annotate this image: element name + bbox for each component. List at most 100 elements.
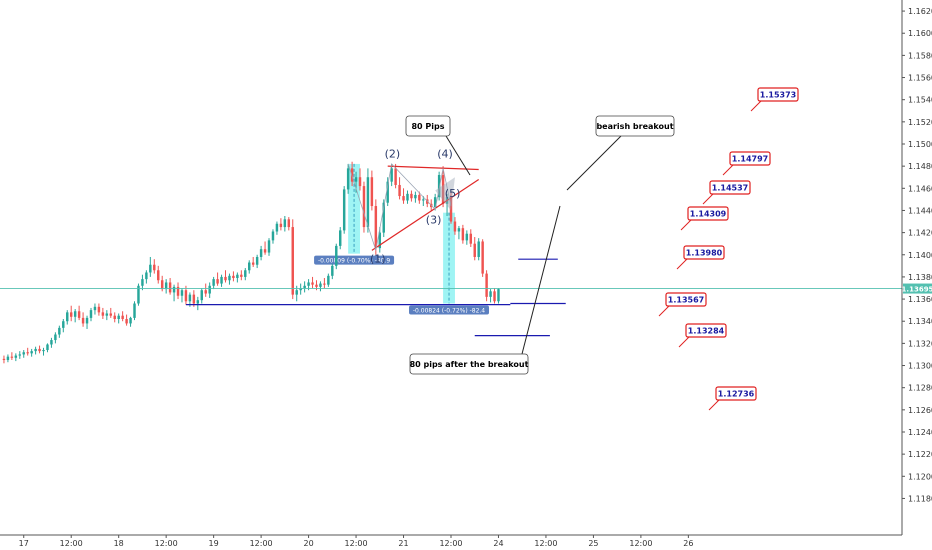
time-tick-label: 12:00 xyxy=(60,539,83,548)
candle xyxy=(46,343,49,353)
price-tick-label: 1.15200 xyxy=(908,118,932,127)
candle xyxy=(374,199,378,255)
candle-body xyxy=(85,317,89,324)
measure-label-1: -0.00809 (-0.70%) -80.9 xyxy=(318,258,390,265)
candle xyxy=(137,283,140,306)
candle-body xyxy=(6,356,10,360)
level-box-text: 1.14309 xyxy=(690,210,727,219)
level-box-1.13980: 1.13980 xyxy=(676,245,725,270)
candle-body xyxy=(271,231,275,241)
level-box-pointer xyxy=(750,100,762,112)
candle-body xyxy=(232,275,235,279)
candle-body xyxy=(339,230,342,246)
level-box-1.14797: 1.14797 xyxy=(722,151,771,176)
candle-body xyxy=(410,193,413,199)
candle xyxy=(93,303,97,315)
time-tick-label: 20 xyxy=(303,539,313,548)
level-box-1.15373: 1.15373 xyxy=(750,87,799,112)
candle-body xyxy=(437,175,441,198)
candle-body xyxy=(89,310,93,318)
callout-80-pips-box xyxy=(405,115,451,137)
level-box-text: 1.13980 xyxy=(686,249,723,258)
price-tick-label: 1.15800 xyxy=(908,51,932,60)
price-tick-label: 1.13600 xyxy=(908,295,932,304)
candle xyxy=(255,254,259,269)
callout-80-pips-after-box xyxy=(409,353,529,375)
time-tick-label: 12:00 xyxy=(629,539,652,548)
time-axis[interactable]: 17 12:00 18 12:00 19 12:00 20 12:00 21 12:00 24 12:… xyxy=(0,534,902,548)
candle-body xyxy=(34,348,37,352)
candle-body xyxy=(251,262,255,265)
candle xyxy=(58,325,61,338)
candle xyxy=(66,310,69,325)
candle-body xyxy=(46,344,49,351)
candle-body xyxy=(259,249,263,257)
drawn-lines xyxy=(0,163,902,337)
level-box-1.14309: 1.14309 xyxy=(680,206,729,231)
candle xyxy=(38,345,41,354)
candle xyxy=(204,283,207,297)
measure-label-2: -0.00824 (-0.72%) -82.4 xyxy=(413,307,485,314)
candle xyxy=(473,237,476,261)
candle xyxy=(287,217,291,231)
candle-body xyxy=(331,265,334,276)
candle-body xyxy=(370,177,374,207)
candle-body xyxy=(157,270,160,281)
candle xyxy=(406,190,409,204)
level-boxes: 1.15373 1.14797 1.14537 1.14309 1.13980 1.135… xyxy=(658,87,799,411)
candle xyxy=(437,171,441,201)
candle-body xyxy=(481,241,484,274)
time-tick-label: 12:00 xyxy=(250,539,273,548)
candle xyxy=(34,346,37,355)
callouts: 80 Pips bearish breakout 80 pips after the… xyxy=(405,115,675,375)
level-box-frame xyxy=(715,386,757,401)
candle xyxy=(370,170,374,211)
candle-body xyxy=(469,233,473,244)
candle xyxy=(113,312,116,323)
candle xyxy=(54,332,57,344)
callout-bearish-breakout: bearish breakout xyxy=(566,115,675,191)
candle-body xyxy=(164,282,168,290)
candle-body xyxy=(145,272,148,280)
candle-body xyxy=(485,273,488,297)
candle-body xyxy=(224,276,227,281)
candle xyxy=(149,256,152,277)
candle xyxy=(271,229,275,244)
candle-body xyxy=(279,223,283,228)
candle-body xyxy=(244,270,247,277)
candle xyxy=(342,186,346,234)
candle-body xyxy=(50,340,53,345)
candle-body xyxy=(323,283,326,285)
candle-body xyxy=(327,275,330,285)
candle-body xyxy=(240,274,243,277)
candle-body xyxy=(307,282,310,286)
candle xyxy=(200,287,203,304)
candle xyxy=(220,274,223,287)
candle-body xyxy=(382,202,385,233)
price-tick-label: 1.15600 xyxy=(908,74,932,83)
candle xyxy=(85,315,89,329)
candle-body xyxy=(303,285,306,288)
candle-body xyxy=(160,280,164,290)
price-axis[interactable]: 1.11800 1.12000 1.12200 1.12400 1.12600 1.128… xyxy=(901,0,932,535)
level-box-frame xyxy=(665,292,707,307)
price-tick-label: 1.13400 xyxy=(908,317,932,326)
candle xyxy=(410,190,413,202)
candle xyxy=(461,224,465,244)
candle xyxy=(216,272,219,286)
candle-body xyxy=(188,294,192,302)
candle xyxy=(251,256,255,267)
callout-80-pips-after-text: 80 pips after the breakout xyxy=(410,360,529,369)
time-tick-label: 21 xyxy=(398,539,408,548)
candle-body xyxy=(228,275,231,281)
candle-body xyxy=(461,228,465,241)
candle-body xyxy=(453,221,457,232)
current-price-tag xyxy=(903,283,932,294)
price-tick-label: 1.12400 xyxy=(908,428,932,437)
candle xyxy=(477,238,480,261)
wave-label-2: (2) xyxy=(385,147,401,160)
candle xyxy=(453,217,457,235)
candle-body xyxy=(335,245,338,266)
candle xyxy=(386,177,389,207)
